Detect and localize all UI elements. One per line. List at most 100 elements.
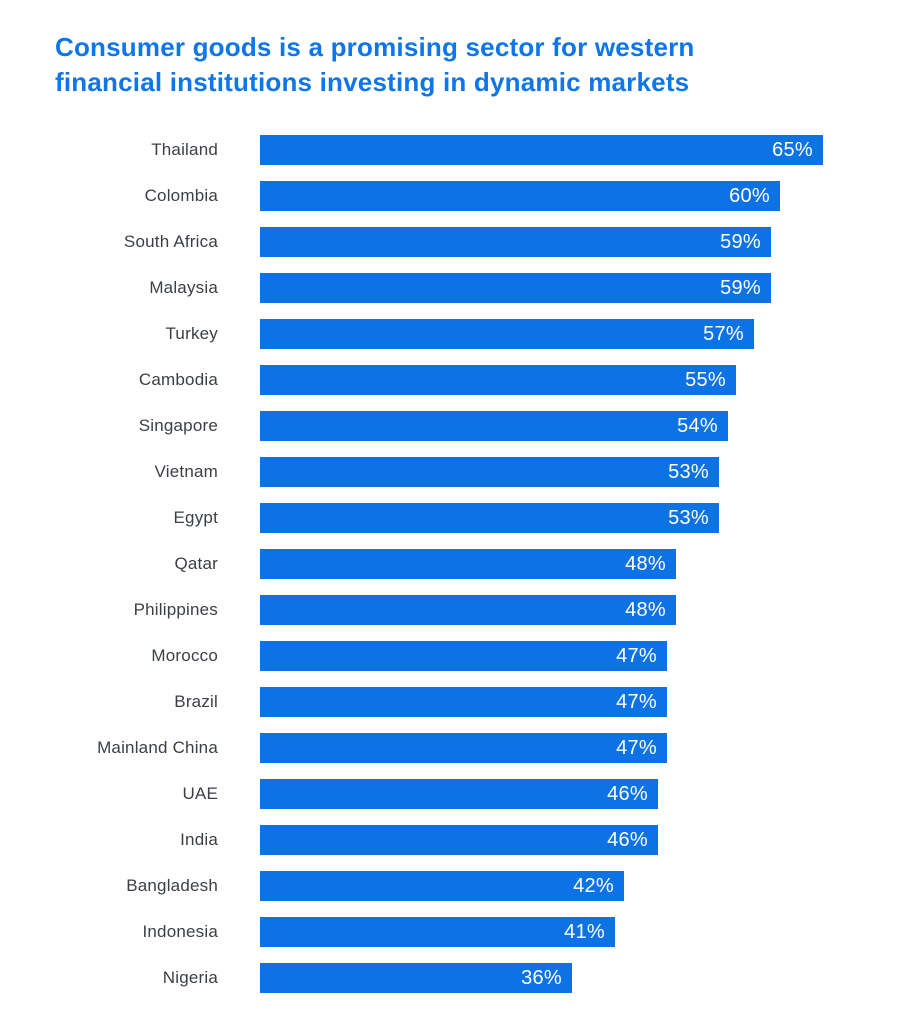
bar-value: 48%	[625, 552, 666, 575]
bar: 59%	[260, 227, 771, 258]
bar-value: 47%	[616, 736, 657, 759]
bar-value: 60%	[729, 184, 770, 207]
bar-label: Indonesia	[142, 922, 218, 942]
bar-label: Thailand	[151, 140, 218, 160]
bar-value: 65%	[772, 138, 813, 161]
chart-row: Brazil 47%	[0, 679, 907, 725]
bar-label: South Africa	[123, 232, 218, 252]
bar-chart: Thailand 65% Colombia 60% South Africa 5…	[0, 127, 907, 1001]
chart-row: Mainland China 47%	[0, 725, 907, 771]
bar-value: 48%	[625, 598, 666, 621]
bar-value: 54%	[677, 414, 718, 437]
bar-value: 59%	[720, 230, 761, 253]
bar-track: 47%	[260, 687, 667, 718]
bar-track: 60%	[260, 181, 780, 212]
bar-track: 48%	[260, 549, 676, 580]
bar-track: 41%	[260, 917, 615, 948]
chart-row: Nigeria 36%	[0, 955, 907, 1001]
bar-label: Morocco	[151, 646, 218, 666]
chart-row: South Africa 59%	[0, 219, 907, 265]
bar: 42%	[260, 871, 624, 902]
bar: 55%	[260, 365, 736, 396]
bar-track: 36%	[260, 963, 572, 994]
bar-label: Singapore	[138, 416, 218, 436]
bar-label: Brazil	[174, 692, 218, 712]
bar-value: 46%	[607, 828, 648, 851]
bar-label: Malaysia	[149, 278, 218, 298]
chart-row: Bangladesh 42%	[0, 863, 907, 909]
bar-track: 54%	[260, 411, 728, 442]
chart-row: Cambodia 55%	[0, 357, 907, 403]
bar: 53%	[260, 457, 719, 488]
bar-track: 57%	[260, 319, 754, 350]
chart-row: Thailand 65%	[0, 127, 907, 173]
bar: 60%	[260, 181, 780, 212]
bar-label: Mainland China	[97, 738, 218, 758]
chart-row: India 46%	[0, 817, 907, 863]
bar-value: 46%	[607, 782, 648, 805]
bar-label: Nigeria	[162, 968, 218, 988]
bar-value: 55%	[685, 368, 726, 391]
bar: 46%	[260, 779, 658, 810]
chart-row: Philippines 48%	[0, 587, 907, 633]
bar-value: 53%	[668, 460, 709, 483]
bar: 47%	[260, 687, 667, 718]
chart-row: Morocco 47%	[0, 633, 907, 679]
bar-value: 47%	[616, 690, 657, 713]
chart-row: Colombia 60%	[0, 173, 907, 219]
bar-track: 47%	[260, 733, 667, 764]
bar-value: 42%	[573, 874, 614, 897]
bar-track: 46%	[260, 825, 658, 856]
chart-row: Malaysia 59%	[0, 265, 907, 311]
bar: 53%	[260, 503, 719, 534]
bar-value: 57%	[703, 322, 744, 345]
bar-label: India	[180, 830, 218, 850]
bar: 47%	[260, 641, 667, 672]
bar: 48%	[260, 549, 676, 580]
bar: 54%	[260, 411, 728, 442]
chart-row: Vietnam 53%	[0, 449, 907, 495]
bar-track: 47%	[260, 641, 667, 672]
chart-row: Qatar 48%	[0, 541, 907, 587]
bar: 47%	[260, 733, 667, 764]
bar-label: Turkey	[165, 324, 218, 344]
bar-label: Colombia	[144, 186, 218, 206]
bar-label: Bangladesh	[126, 876, 218, 896]
bar: 46%	[260, 825, 658, 856]
bar-label: Qatar	[174, 554, 218, 574]
bar-value: 53%	[668, 506, 709, 529]
bar-track: 48%	[260, 595, 676, 626]
bar-track: 59%	[260, 273, 771, 304]
chart-row: Indonesia 41%	[0, 909, 907, 955]
chart-title-line-2: financial institutions investing in dyna…	[55, 66, 690, 97]
chart-title-line-1: Consumer goods is a promising sector for…	[55, 32, 695, 62]
bar-value: 36%	[521, 966, 562, 989]
bar-track: 65%	[260, 135, 823, 166]
bar: 36%	[260, 963, 572, 994]
bar: 59%	[260, 273, 771, 304]
chart-row: Egypt 53%	[0, 495, 907, 541]
bar-label: Egypt	[173, 508, 218, 528]
bar: 48%	[260, 595, 676, 626]
bar-track: 55%	[260, 365, 736, 396]
bar-label: UAE	[182, 784, 218, 804]
bar-label: Vietnam	[154, 462, 218, 482]
bar-track: 53%	[260, 457, 719, 488]
bar-track: 53%	[260, 503, 719, 534]
chart-row: UAE 46%	[0, 771, 907, 817]
bar-label: Philippines	[133, 600, 218, 620]
bar-track: 46%	[260, 779, 658, 810]
bar: 41%	[260, 917, 615, 948]
bar: 65%	[260, 135, 823, 166]
bar: 57%	[260, 319, 754, 350]
bar-value: 59%	[720, 276, 761, 299]
bar-label: Cambodia	[138, 370, 218, 390]
bar-track: 59%	[260, 227, 771, 258]
bar-value: 47%	[616, 644, 657, 667]
bar-track: 42%	[260, 871, 624, 902]
chart-row: Turkey 57%	[0, 311, 907, 357]
bar-value: 41%	[564, 920, 605, 943]
chart-row: Singapore 54%	[0, 403, 907, 449]
chart-title: Consumer goods is a promising sector for…	[55, 30, 835, 99]
